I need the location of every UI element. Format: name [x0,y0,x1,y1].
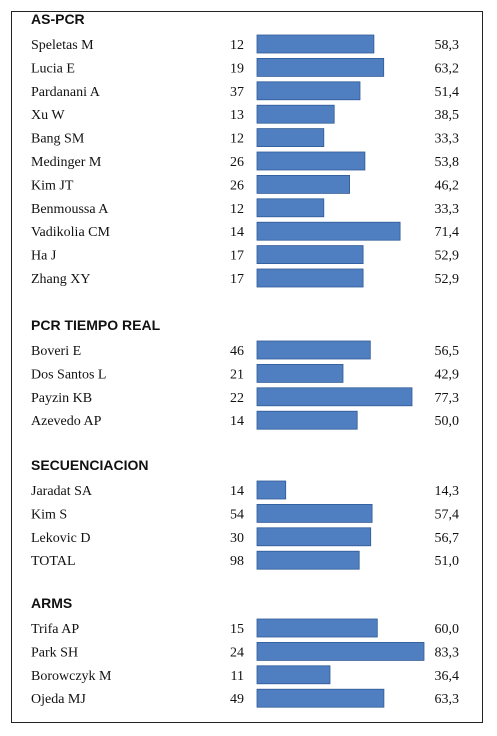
bar [256,550,360,570]
bar [256,688,385,708]
bar [256,268,364,288]
row-name: Speletas M [31,38,94,53]
row-n: 12 [230,132,244,147]
row-n: 24 [230,645,244,660]
row-n: 98 [230,554,244,569]
bar-value-label: 14,3 [435,484,460,499]
row-name: Park SH [31,645,78,660]
bar [256,503,373,523]
bar [256,151,366,171]
bar [256,81,361,101]
bar-value-label: 51,0 [435,554,460,569]
bar [256,642,425,661]
row-name: Vadikolia CM [31,225,110,240]
row-n: 12 [230,38,244,53]
row-n: 12 [230,202,244,217]
row-name: Dos Santos L [31,367,106,382]
bar [256,387,413,407]
row-n: 26 [230,178,244,193]
bar [256,665,331,685]
row-name: Ojeda MJ [31,692,86,707]
bar [256,340,371,360]
row-name: Ha J [31,249,57,264]
row-name: Kim JT [31,178,74,193]
row-name: Bang SM [31,132,85,147]
bar [256,480,287,500]
bar-value-label: 46,2 [435,178,460,193]
row-n: 17 [230,249,244,264]
bar [256,128,325,148]
row-name: Trifa AP [31,622,79,637]
bar-value-label: 42,9 [435,367,460,382]
row-n: 19 [230,61,244,76]
section-title: AS-PCR [31,11,85,27]
bar-value-label: 58,3 [435,38,460,53]
bar-value-label: 56,7 [435,531,460,546]
bar [256,410,358,430]
row-n: 54 [230,507,244,522]
bar-value-label: 50,0 [435,414,460,429]
bar-value-label: 71,4 [435,225,460,240]
bar-value-label: 38,5 [435,108,460,123]
bar [256,104,335,124]
bar [256,527,372,547]
bar-value-label: 33,3 [435,132,460,147]
row-name: Lucia E [31,61,75,76]
bar-value-label: 52,9 [435,249,460,264]
section-title: SECUENCIACION [31,457,148,473]
row-n: 21 [230,367,244,382]
row-n: 14 [230,484,244,499]
row-name: Jaradat SA [31,484,93,499]
row-n: 15 [230,622,244,637]
row-name: Boveri E [31,344,81,359]
bar [256,174,350,194]
row-name: Benmoussa A [31,202,109,217]
row-name: Kim S [31,507,67,522]
row-n: 14 [230,414,244,429]
row-n: 14 [230,225,244,240]
row-n: 37 [230,85,244,100]
bar-value-label: 77,3 [435,391,460,406]
bar-value-label: 60,0 [435,622,460,637]
bar-value-label: 36,4 [435,669,460,684]
bar-value-label: 57,4 [435,507,460,522]
row-name: Medinger M [31,155,102,170]
chart-frame [11,11,483,723]
bar [256,363,344,383]
row-name: Pardanani A [31,85,101,100]
bar [256,34,375,54]
row-name: Zhang XY [31,272,91,287]
bar [256,221,401,241]
row-name: Xu W [31,108,65,123]
bar-value-label: 56,5 [435,344,460,359]
row-name: Lekovic D [31,531,90,546]
bar [256,198,325,218]
bar [256,245,364,265]
row-name: TOTAL [31,554,76,569]
bar-value-label: 52,9 [435,272,460,287]
section-title: PCR TIEMPO REAL [31,317,161,333]
bar [256,58,385,77]
row-n: 49 [230,692,244,707]
row-n: 11 [231,669,244,684]
row-n: 17 [230,272,244,287]
row-n: 30 [230,531,244,546]
bar-value-label: 83,3 [435,645,460,660]
row-name: Azevedo AP [31,414,102,429]
section-title: ARMS [31,595,72,611]
row-n: 46 [230,344,244,359]
row-n: 26 [230,155,244,170]
row-name: Borowczyk M [31,669,112,684]
bar-value-label: 51,4 [435,85,460,100]
row-name: Payzin KB [31,391,92,406]
row-n: 13 [230,108,244,123]
row-n: 22 [230,391,244,406]
bar-value-label: 63,2 [435,61,460,76]
bar-value-label: 33,3 [435,202,460,217]
bar-value-label: 53,8 [435,155,460,170]
bar-value-label: 63,3 [435,692,460,707]
bar [256,618,378,638]
